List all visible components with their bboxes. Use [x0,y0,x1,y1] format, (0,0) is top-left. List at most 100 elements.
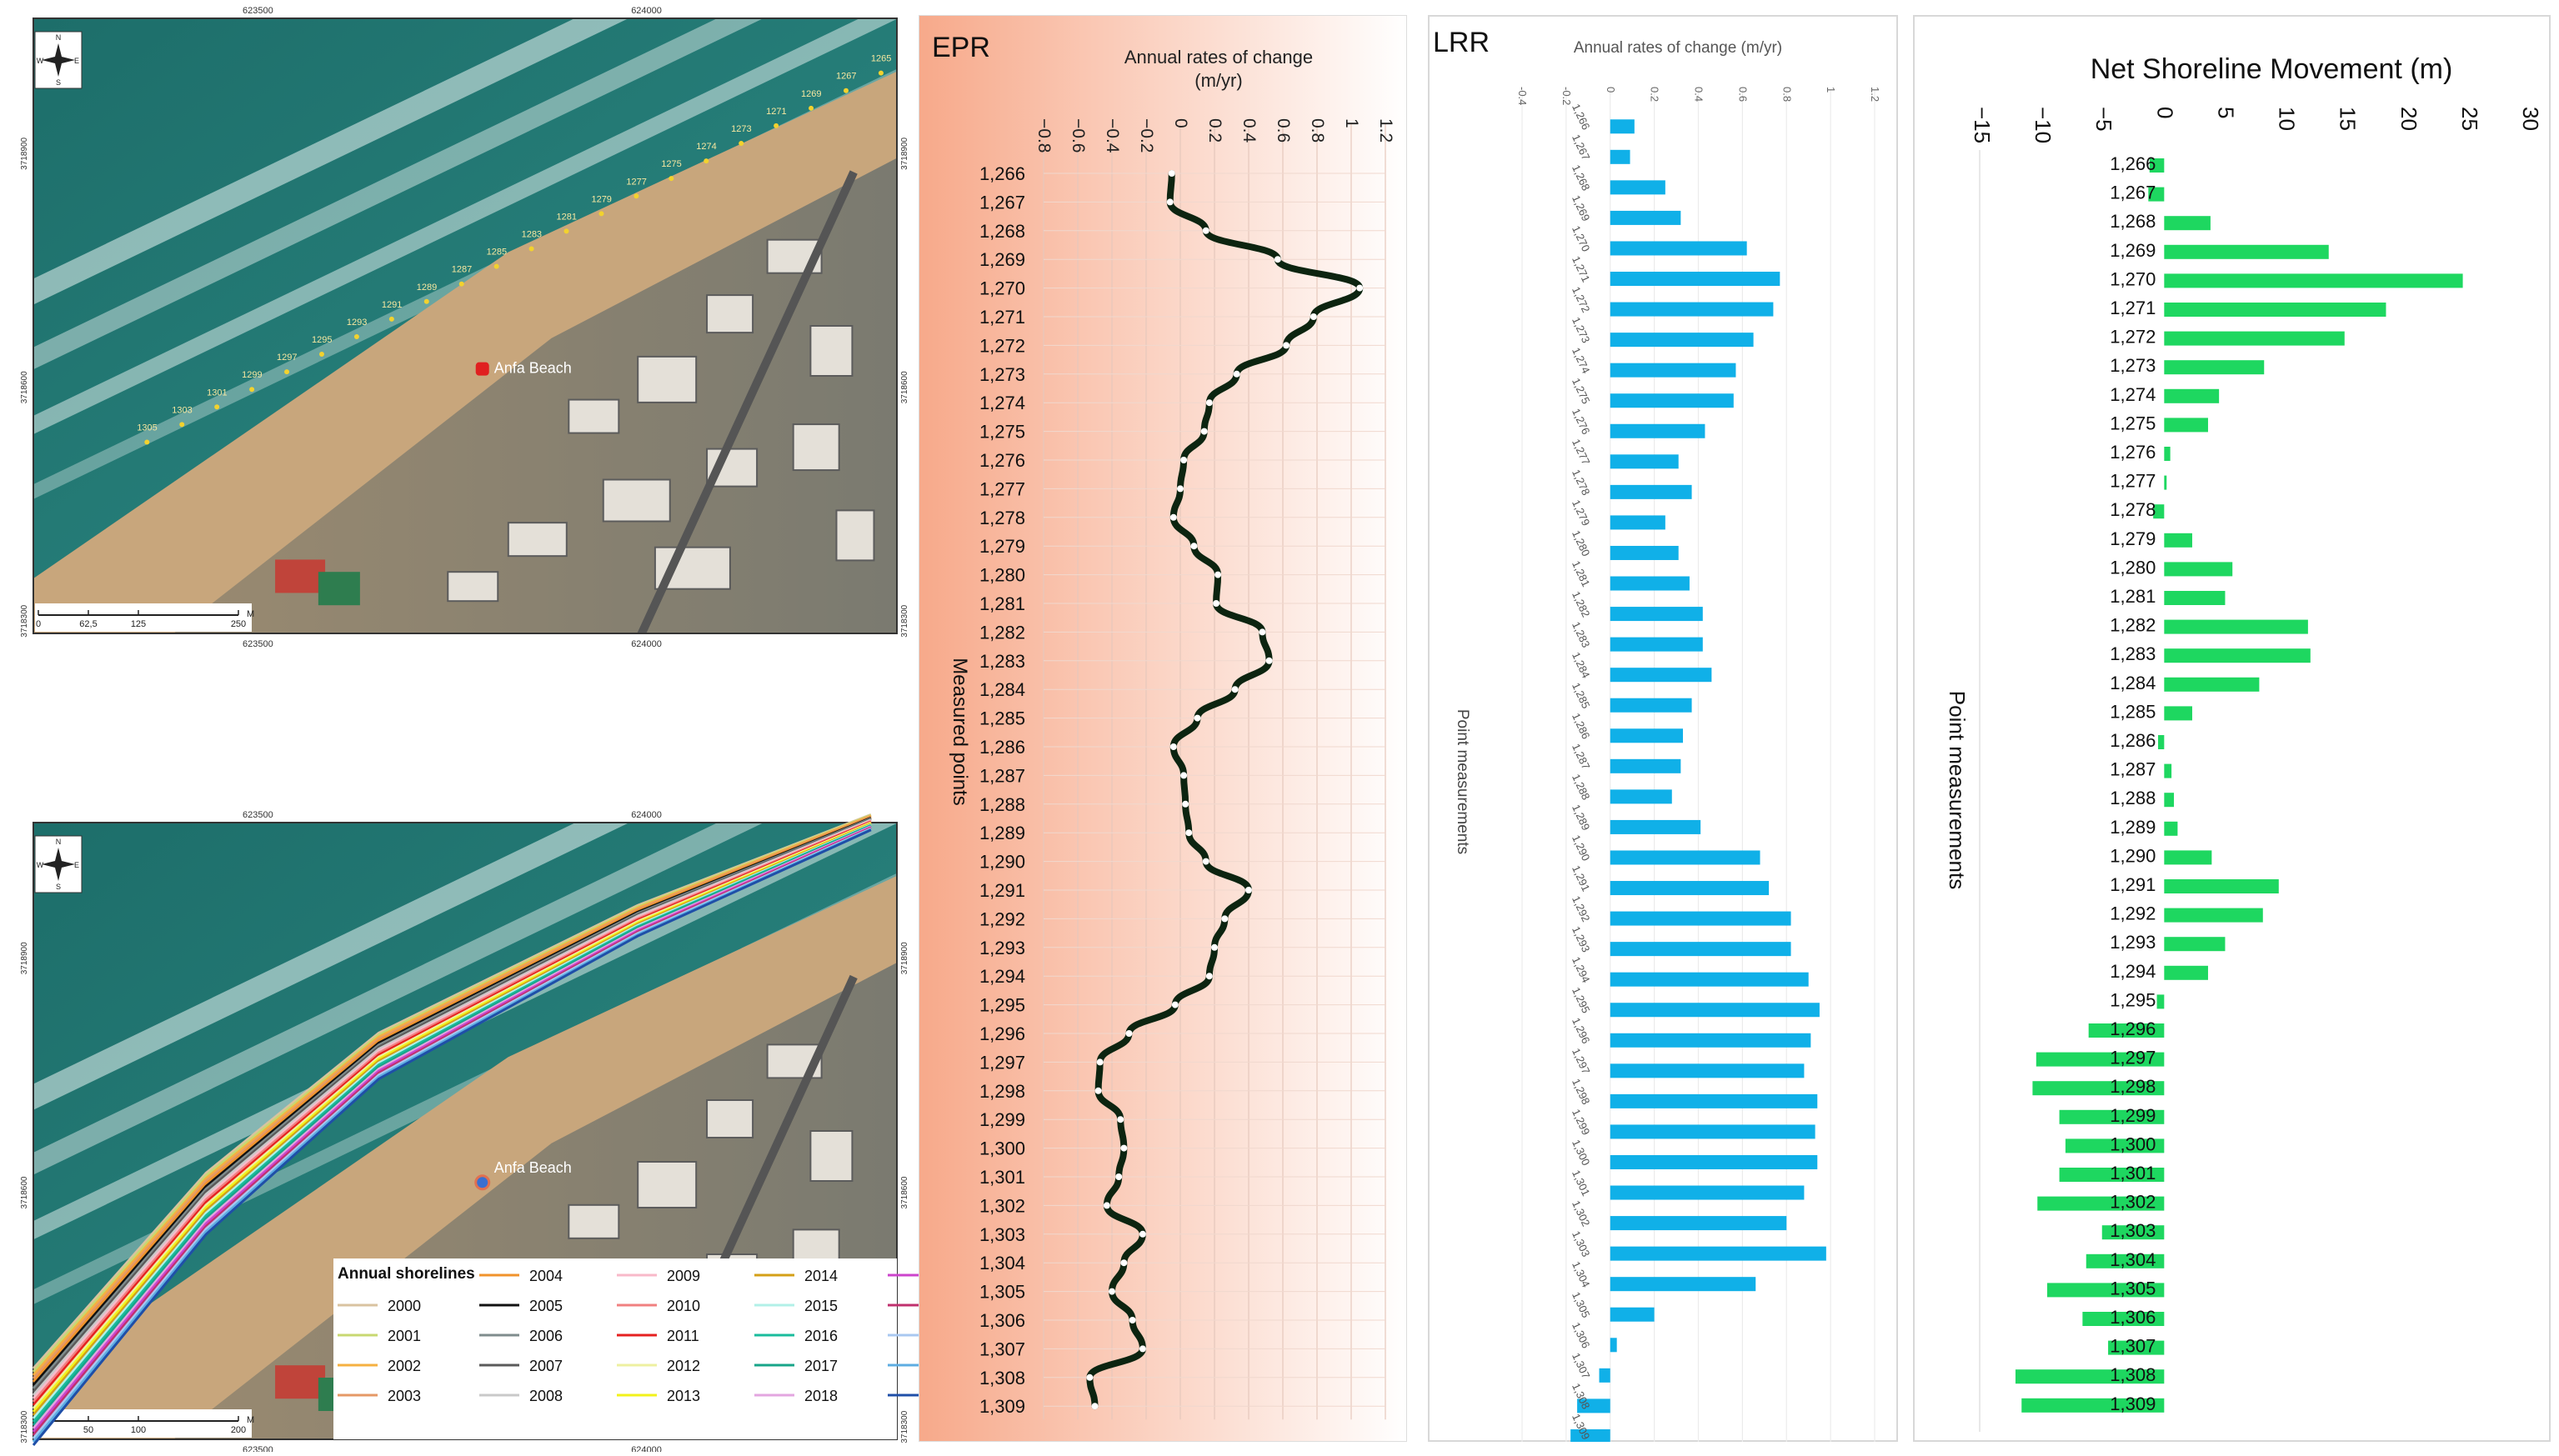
nsm-bar [2164,475,2167,490]
legend-year: 2009 [667,1268,700,1284]
map-top-panel: 623500 623500 624000 624000 3718900 3718900 37… [0,0,925,658]
lrr-x-tick: 0.4 [1693,87,1705,102]
epr-y-tick: 1,300 [979,1138,1025,1159]
nsm-y-tick: 1,288 [2110,788,2156,808]
epr-point [1177,485,1184,493]
epr-y-tick: 1,266 [979,163,1025,184]
nsm-y-tick: 1,302 [2110,1192,2156,1213]
epr-point [1205,399,1213,407]
epr-point [1185,829,1193,837]
building [568,1203,620,1239]
lrr-bar [1610,607,1703,622]
epr-point [1180,457,1188,463]
epr-point [1200,428,1208,435]
epr-point [1211,943,1218,951]
sports-field [318,572,360,606]
nsm-bar [2164,850,2212,865]
legend-year: 2016 [804,1328,838,1344]
nsm-bar [2065,1138,2165,1153]
transect-label: 1287 [452,265,472,275]
epr-point [1194,714,1201,722]
nsm-y-tick: 1,266 [2110,153,2156,174]
building [637,355,698,403]
map-x-tick-top: 624000 [631,810,662,820]
epr-y-tick: 1,292 [979,908,1025,929]
epr-y-tick: 1,284 [979,679,1025,700]
lrr-bar [1570,1428,1610,1443]
nsm-bar [2101,1225,2165,1240]
transect-point [669,176,674,182]
epr-x-tick: 0.2 [1205,118,1224,143]
lrr-bar [1610,1216,1787,1231]
epr-y-tick: 1,274 [979,393,1025,413]
scale-bar-box [35,1409,252,1438]
legend-year: 2015 [804,1298,838,1314]
nsm-x-tick: 25 [2457,107,2482,131]
epr-y-tick: 1,289 [979,823,1025,843]
compass-letter: N [56,33,62,42]
legend-year: 2017 [804,1358,838,1374]
epr-y-tick: 1,273 [979,364,1025,385]
epr-x-tick: 1.2 [1376,118,1395,143]
epr-point [1139,1345,1146,1353]
map-x-tick-bottom: 624000 [631,639,662,649]
beach-marker-icon [475,362,489,376]
transect-label: 1293 [347,318,367,328]
epr-point [1245,887,1252,893]
transect-point [318,352,324,358]
lrr-bar [1610,758,1681,773]
epr-y-tick: 1,272 [979,335,1025,356]
nsm-y-tick: 1,304 [2110,1249,2156,1270]
nsm-bar [2153,504,2165,519]
lrr-bar [1610,119,1635,134]
nsm-y-tick: 1,301 [2110,1163,2156,1183]
lrr-x-tick: 0 [1605,87,1617,93]
epr-point [1125,1030,1133,1037]
nsm-x-tick: 30 [2518,107,2543,131]
transect-label: 1299 [242,370,262,380]
building [809,325,854,377]
transect-label: 1269 [801,89,821,99]
nsm-bar [2164,619,2308,634]
nsm-bar [2158,735,2165,749]
epr-y-tick: 1,267 [979,192,1025,213]
epr-point [1094,1087,1102,1094]
epr-y-tick: 1,291 [979,880,1025,901]
epr-point [1086,1373,1094,1381]
nsm-bar [2164,418,2208,433]
nsm-y-tick: 1,275 [2110,413,2156,433]
epr-y-tick: 1,270 [979,278,1025,299]
epr-xlabel-line1: Annual rates of change [1124,47,1313,68]
legend-title: Annual shorelines [338,1265,475,1283]
transect-label: 1283 [522,230,542,240]
nsm-y-tick: 1,294 [2110,961,2156,982]
wave-foam [33,18,629,305]
epr-x-tick: −0.6 [1069,118,1088,153]
epr-point [1231,686,1239,693]
nsm-y-tick: 1,274 [2110,384,2156,405]
lrr-bar [1610,454,1679,469]
epr-point [1202,227,1209,234]
legend-year: 2000 [388,1298,421,1314]
nsm-y-tick: 1,285 [2110,701,2156,722]
nsm-bar [2164,965,2208,980]
nsm-y-tick: 1,306 [2110,1307,2156,1328]
epr-x-tick: 1 [1342,118,1361,128]
epr-point [1129,1317,1136,1323]
map-frame [33,18,898,634]
transect-label: 1271 [766,107,786,117]
beach-label: Anfa Beach [494,360,572,377]
nsm-bar [2164,360,2265,375]
transect-point [704,158,709,164]
lrr-bar [1610,149,1630,164]
building [568,398,620,434]
lrr-bar [1610,850,1760,865]
scale-label: 0 [36,619,41,629]
epr-y-tick: 1,297 [979,1052,1025,1073]
legend-year: 2003 [388,1388,421,1404]
epr-title: EPR [932,32,990,63]
epr-y-tick: 1,308 [979,1368,1025,1388]
nsm-y-tick: 1,273 [2110,355,2156,376]
epr-point [1168,170,1175,177]
lrr-x-tick: -0.4 [1516,87,1529,105]
